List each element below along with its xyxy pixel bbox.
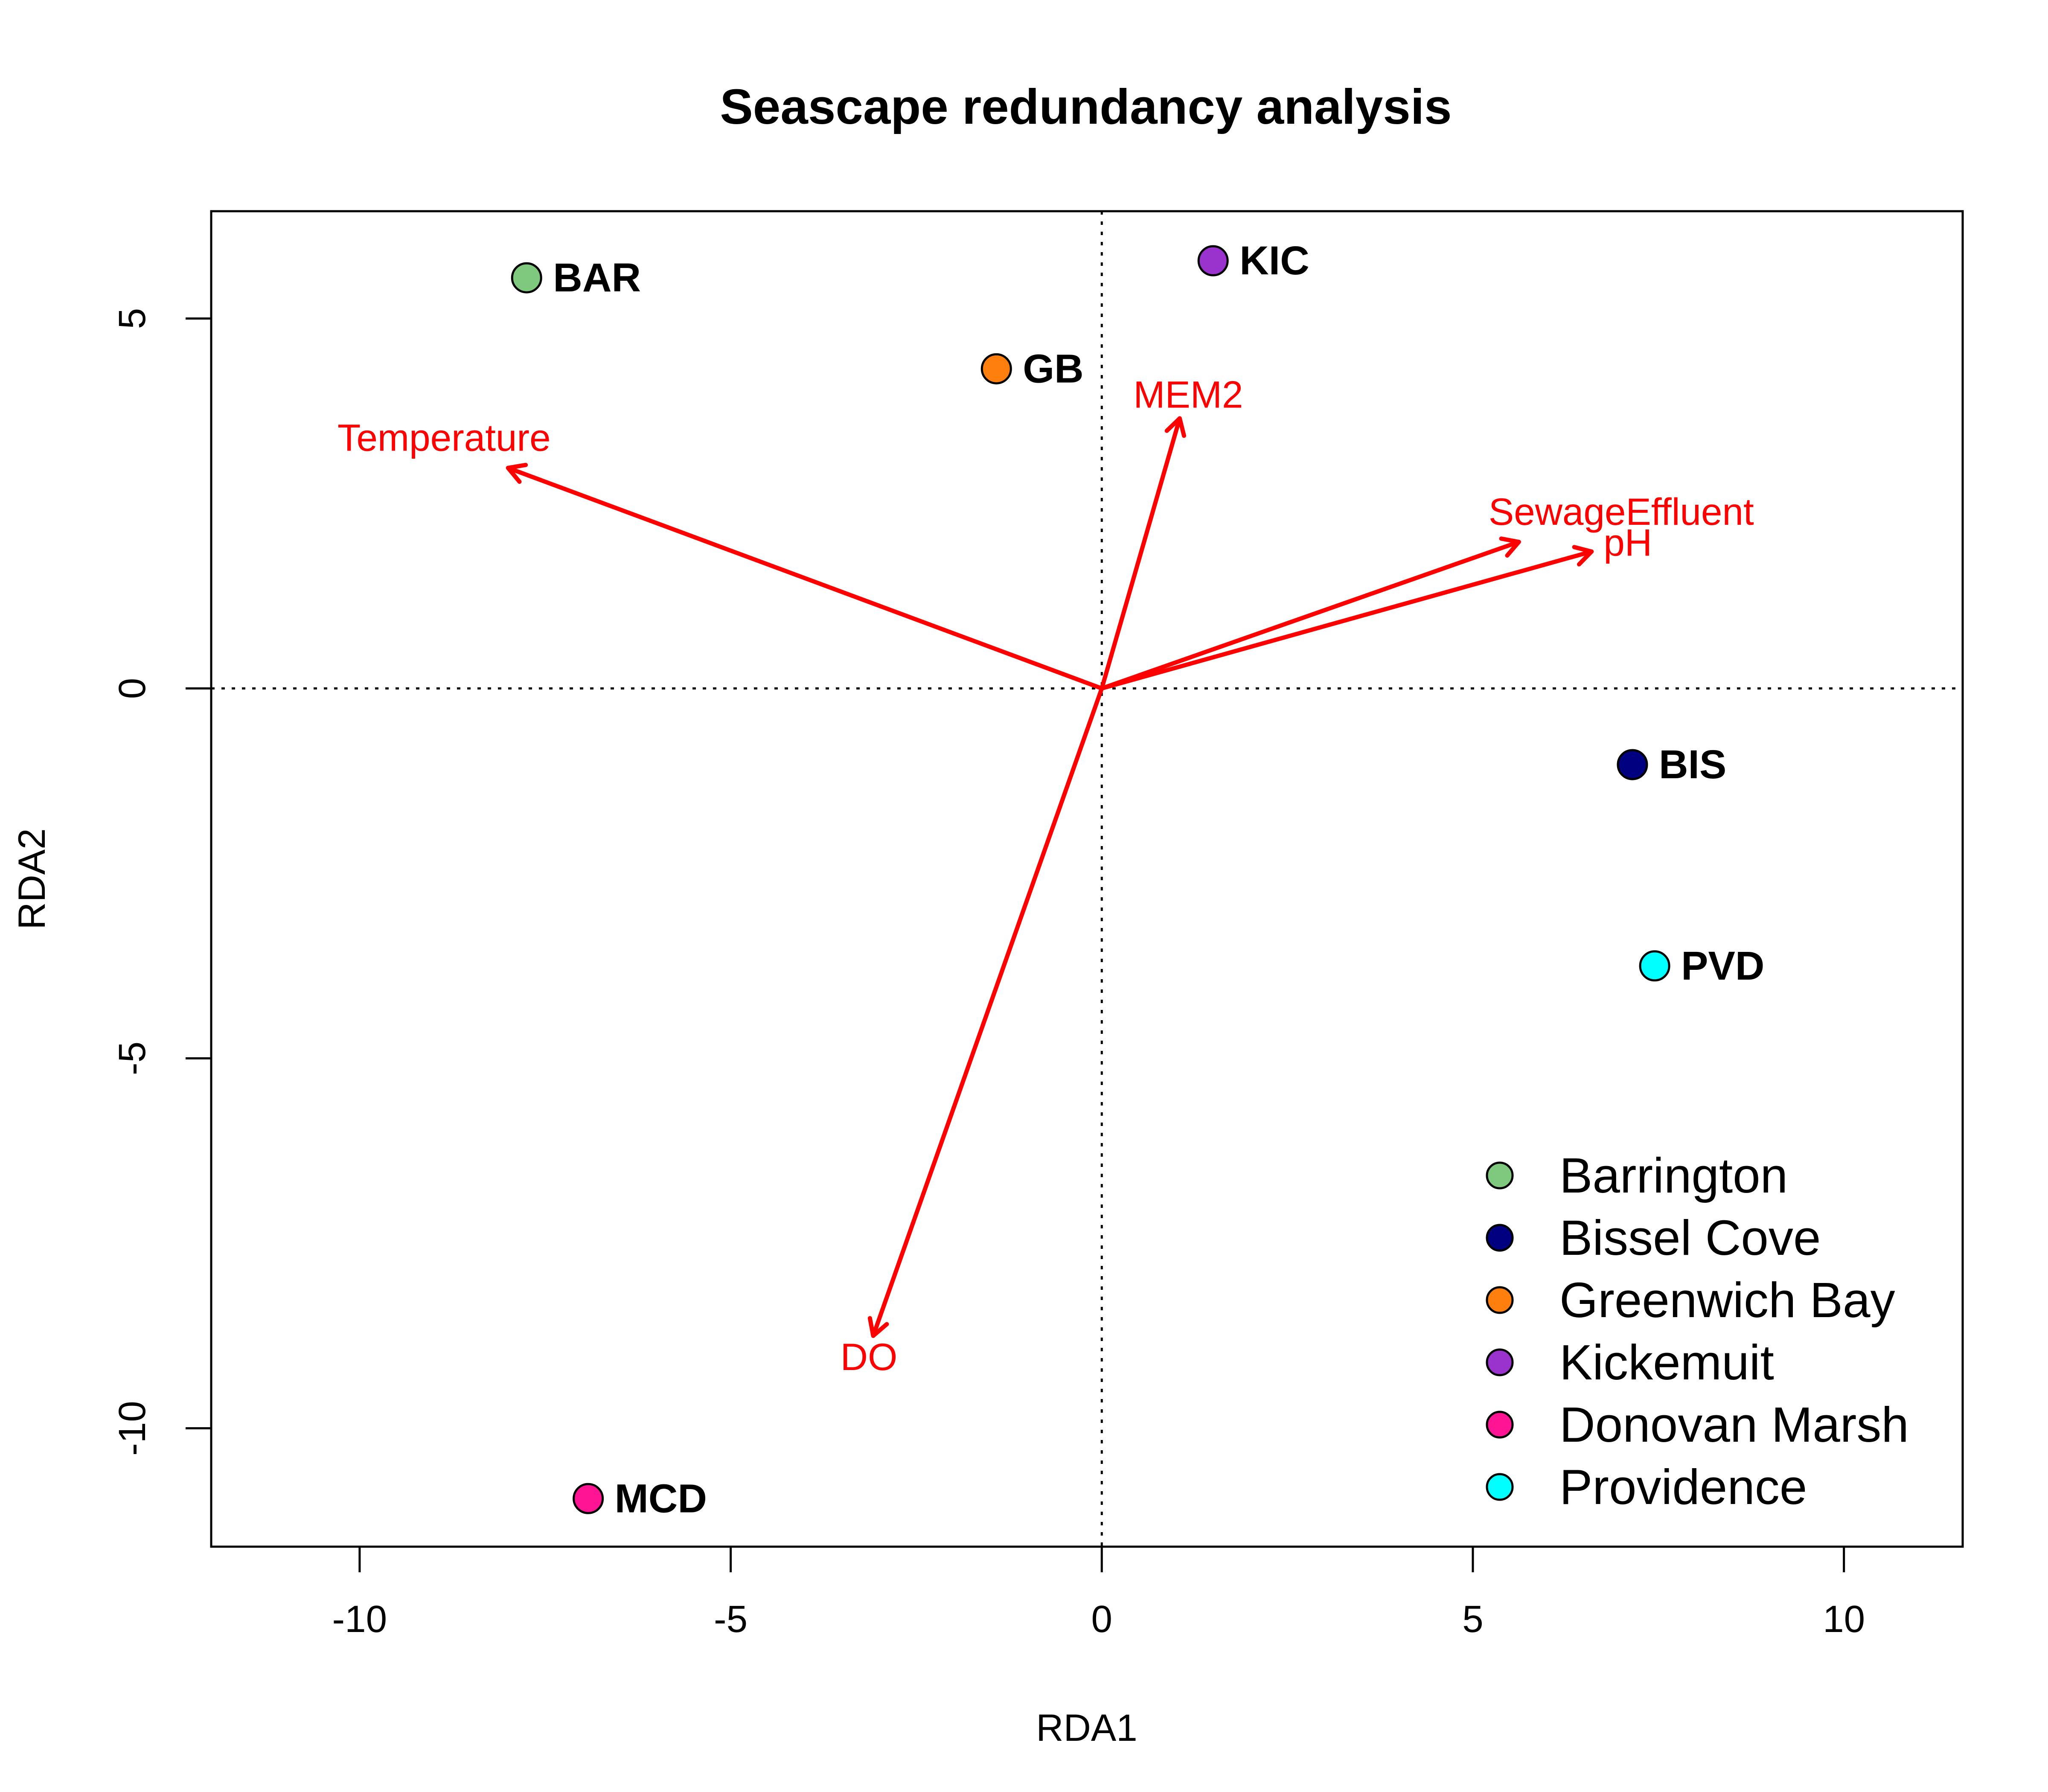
legend-marker <box>1486 1161 1514 1190</box>
x-axis-title: RDA1 <box>1036 1706 1137 1749</box>
site-point <box>980 353 1012 384</box>
vector-arrow <box>871 686 1104 1338</box>
site-point <box>511 262 542 294</box>
chart-title: Seascape redundancy analysis <box>720 79 1452 134</box>
site-label: BIS <box>1659 742 1726 787</box>
legend-label: Bissel Cove <box>1559 1210 1821 1265</box>
legend-marker <box>1486 1473 1514 1501</box>
x-axis: -10 -5 0 5 10 RDA1 <box>332 1545 1865 1749</box>
vector-label: SewageEffluent <box>1489 490 1754 533</box>
x-ticks: -10 -5 0 5 10 <box>332 1547 1865 1640</box>
vector-arrowhead <box>506 463 528 484</box>
vector-arrowhead <box>867 1316 889 1338</box>
legend-marker <box>1486 1224 1514 1252</box>
legend-label: Greenwich Bay <box>1559 1272 1895 1328</box>
vector-arrow <box>1100 416 1182 691</box>
vector-label: MEM2 <box>1133 373 1243 416</box>
y-tick-label: -10 <box>111 1401 153 1456</box>
vector-arrowhead <box>1572 545 1594 567</box>
vector-arrow <box>506 465 1104 691</box>
y-ticks: -10 -5 0 5 <box>111 308 211 1456</box>
vector-arrowhead <box>1164 416 1187 438</box>
site-label: PVD <box>1681 943 1764 989</box>
site-point <box>1197 245 1229 276</box>
site-label: MCD <box>615 1476 707 1521</box>
legend: Barrington Bissel Cove Greenwich Bay Kickem… <box>1486 1148 1909 1515</box>
x-tick-label: -10 <box>332 1597 387 1640</box>
legend-label: Donovan Marsh <box>1559 1397 1909 1452</box>
site-label: GB <box>1023 346 1084 391</box>
site-label: KIC <box>1239 238 1309 283</box>
x-tick-label: 10 <box>1823 1597 1865 1640</box>
sites-layer: BAR GB KIC BIS PVD MCD <box>511 238 1764 1521</box>
y-axis-title: RDA2 <box>10 828 53 929</box>
legend-marker <box>1486 1348 1514 1376</box>
legend-label: Kickemuit <box>1559 1335 1774 1390</box>
legend-label: Barrington <box>1559 1148 1788 1203</box>
legend-marker <box>1486 1286 1514 1314</box>
y-tick-label: -5 <box>111 1041 153 1075</box>
legend-marker <box>1486 1411 1514 1439</box>
x-tick-label: 5 <box>1462 1597 1484 1640</box>
site-point <box>1617 749 1648 780</box>
y-tick-label: 0 <box>111 678 153 699</box>
vector-label: pH <box>1603 521 1652 564</box>
site-point <box>573 1483 604 1514</box>
site-point <box>1639 950 1670 982</box>
legend-label: Providence <box>1559 1459 1807 1515</box>
vector-arrow <box>1100 549 1594 691</box>
y-tick-label: 5 <box>111 308 153 329</box>
x-tick-label: -5 <box>714 1597 748 1640</box>
x-tick-label: 0 <box>1091 1597 1113 1640</box>
vector-arrow <box>1100 540 1521 691</box>
vector-label: Temperature <box>337 416 551 459</box>
vector-label: DO <box>841 1335 898 1378</box>
vector-arrowhead <box>1499 536 1521 558</box>
y-axis: -10 -5 0 5 RDA2 <box>10 308 212 1456</box>
site-label: BAR <box>553 255 641 300</box>
